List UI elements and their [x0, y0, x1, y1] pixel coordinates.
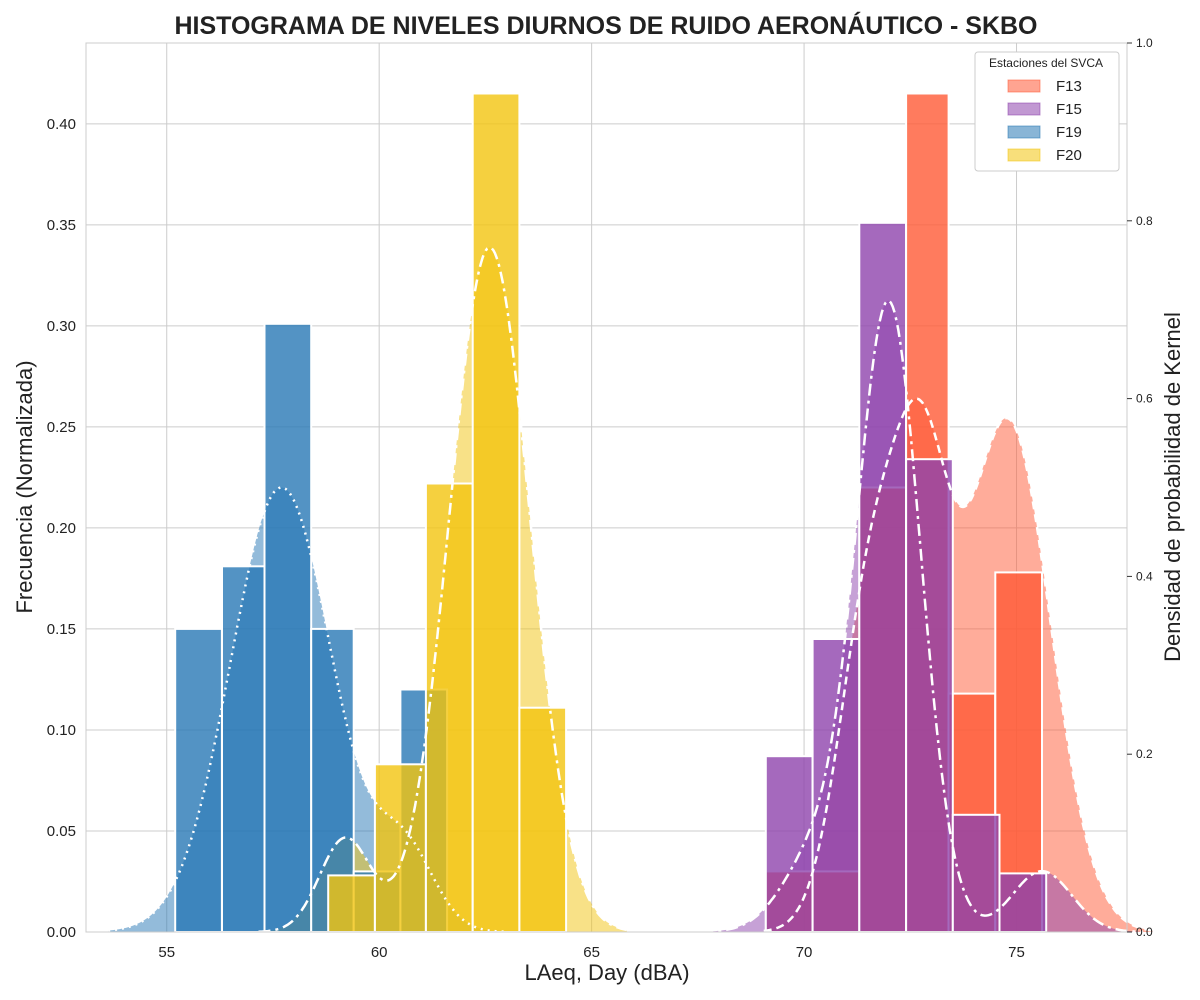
plot-frame: [85, 42, 1128, 933]
y-tick-label: 0.00: [47, 924, 76, 941]
legend: Estaciones del SVCA F13 F15 F19 F20: [974, 51, 1120, 172]
y2-tick-label: 1.0: [1136, 36, 1153, 50]
legend-swatch-f19: [1007, 125, 1041, 139]
bar-f15: [811, 638, 861, 933]
y2-axis-label: Densidad de probabilidad de Kernel: [1160, 312, 1185, 662]
legend-swatch-f15: [1007, 102, 1041, 116]
plot-border: [85, 42, 1128, 933]
y2-tick-label: 0.8: [1136, 214, 1153, 228]
bar-f20: [471, 92, 521, 933]
bar-f19: [263, 322, 313, 933]
legend-label-f15: F15: [1056, 101, 1082, 118]
y-tick-label: 0.10: [47, 722, 76, 739]
bar-f15: [905, 458, 954, 933]
y2-tick-label: 0.0: [1136, 925, 1153, 939]
y-tick-label: 0.05: [47, 823, 76, 840]
y-axis-ticks: 0.00 0.05 0.10 0.15 0.20 0.25 0.30 0.35 0.40: [47, 116, 76, 941]
x-axis-ticks: 55 60 65 70 75: [158, 944, 1024, 961]
x-tick-label: 65: [583, 944, 600, 961]
bar-f15: [764, 755, 814, 934]
legend-label-f13: F13: [1056, 78, 1082, 95]
kde-line-f20: [258, 246, 628, 933]
kde-line-f13: [763, 397, 1153, 933]
kde-line-f19: [108, 486, 506, 933]
y-tick-label: 0.20: [47, 520, 76, 537]
y-axis-label: Frecuencia (Normalizada): [12, 360, 37, 613]
x-tick-label: 55: [158, 944, 175, 961]
y2-tick-label: 0.6: [1136, 392, 1153, 406]
bar-f20: [424, 482, 474, 933]
x-tick-label: 60: [371, 944, 388, 961]
legend-title: Estaciones del SVCA: [989, 56, 1103, 70]
y-tick-label: 0.15: [47, 621, 76, 638]
bar-f20: [518, 706, 568, 934]
x-tick-label: 70: [796, 944, 813, 961]
bar-f20: [373, 763, 427, 933]
y-tick-label: 0.30: [47, 318, 76, 335]
legend-label-f20: F20: [1056, 147, 1082, 164]
y2-axis-ticks: 0.0 0.2 0.4 0.6 0.8 1.0: [1127, 36, 1153, 939]
legend-swatch-f20: [1007, 148, 1041, 162]
y-tick-label: 0.35: [47, 217, 76, 234]
kde-line-f15: [701, 299, 1144, 934]
y-tick-label: 0.40: [47, 116, 76, 133]
y2-tick-label: 0.2: [1136, 747, 1153, 761]
bar-f19: [174, 627, 223, 934]
bar-f13: [994, 571, 1043, 934]
y2-tick-label: 0.4: [1136, 569, 1153, 583]
x-axis-label: LAeq, Day (dBA): [524, 960, 689, 985]
kde-line-layer: [108, 246, 1153, 934]
legend-swatch-f13: [1007, 79, 1041, 93]
legend-label-f19: F19: [1056, 124, 1082, 141]
chart-title: HISTOGRAMA DE NIVELES DIURNOS DE RUIDO A…: [174, 11, 1037, 40]
bars-layer: [174, 92, 1048, 934]
bar-f20: [327, 874, 376, 934]
x-tick-label: 75: [1008, 944, 1025, 961]
y-tick-label: 0.25: [47, 419, 76, 436]
bar-f19: [221, 565, 266, 933]
